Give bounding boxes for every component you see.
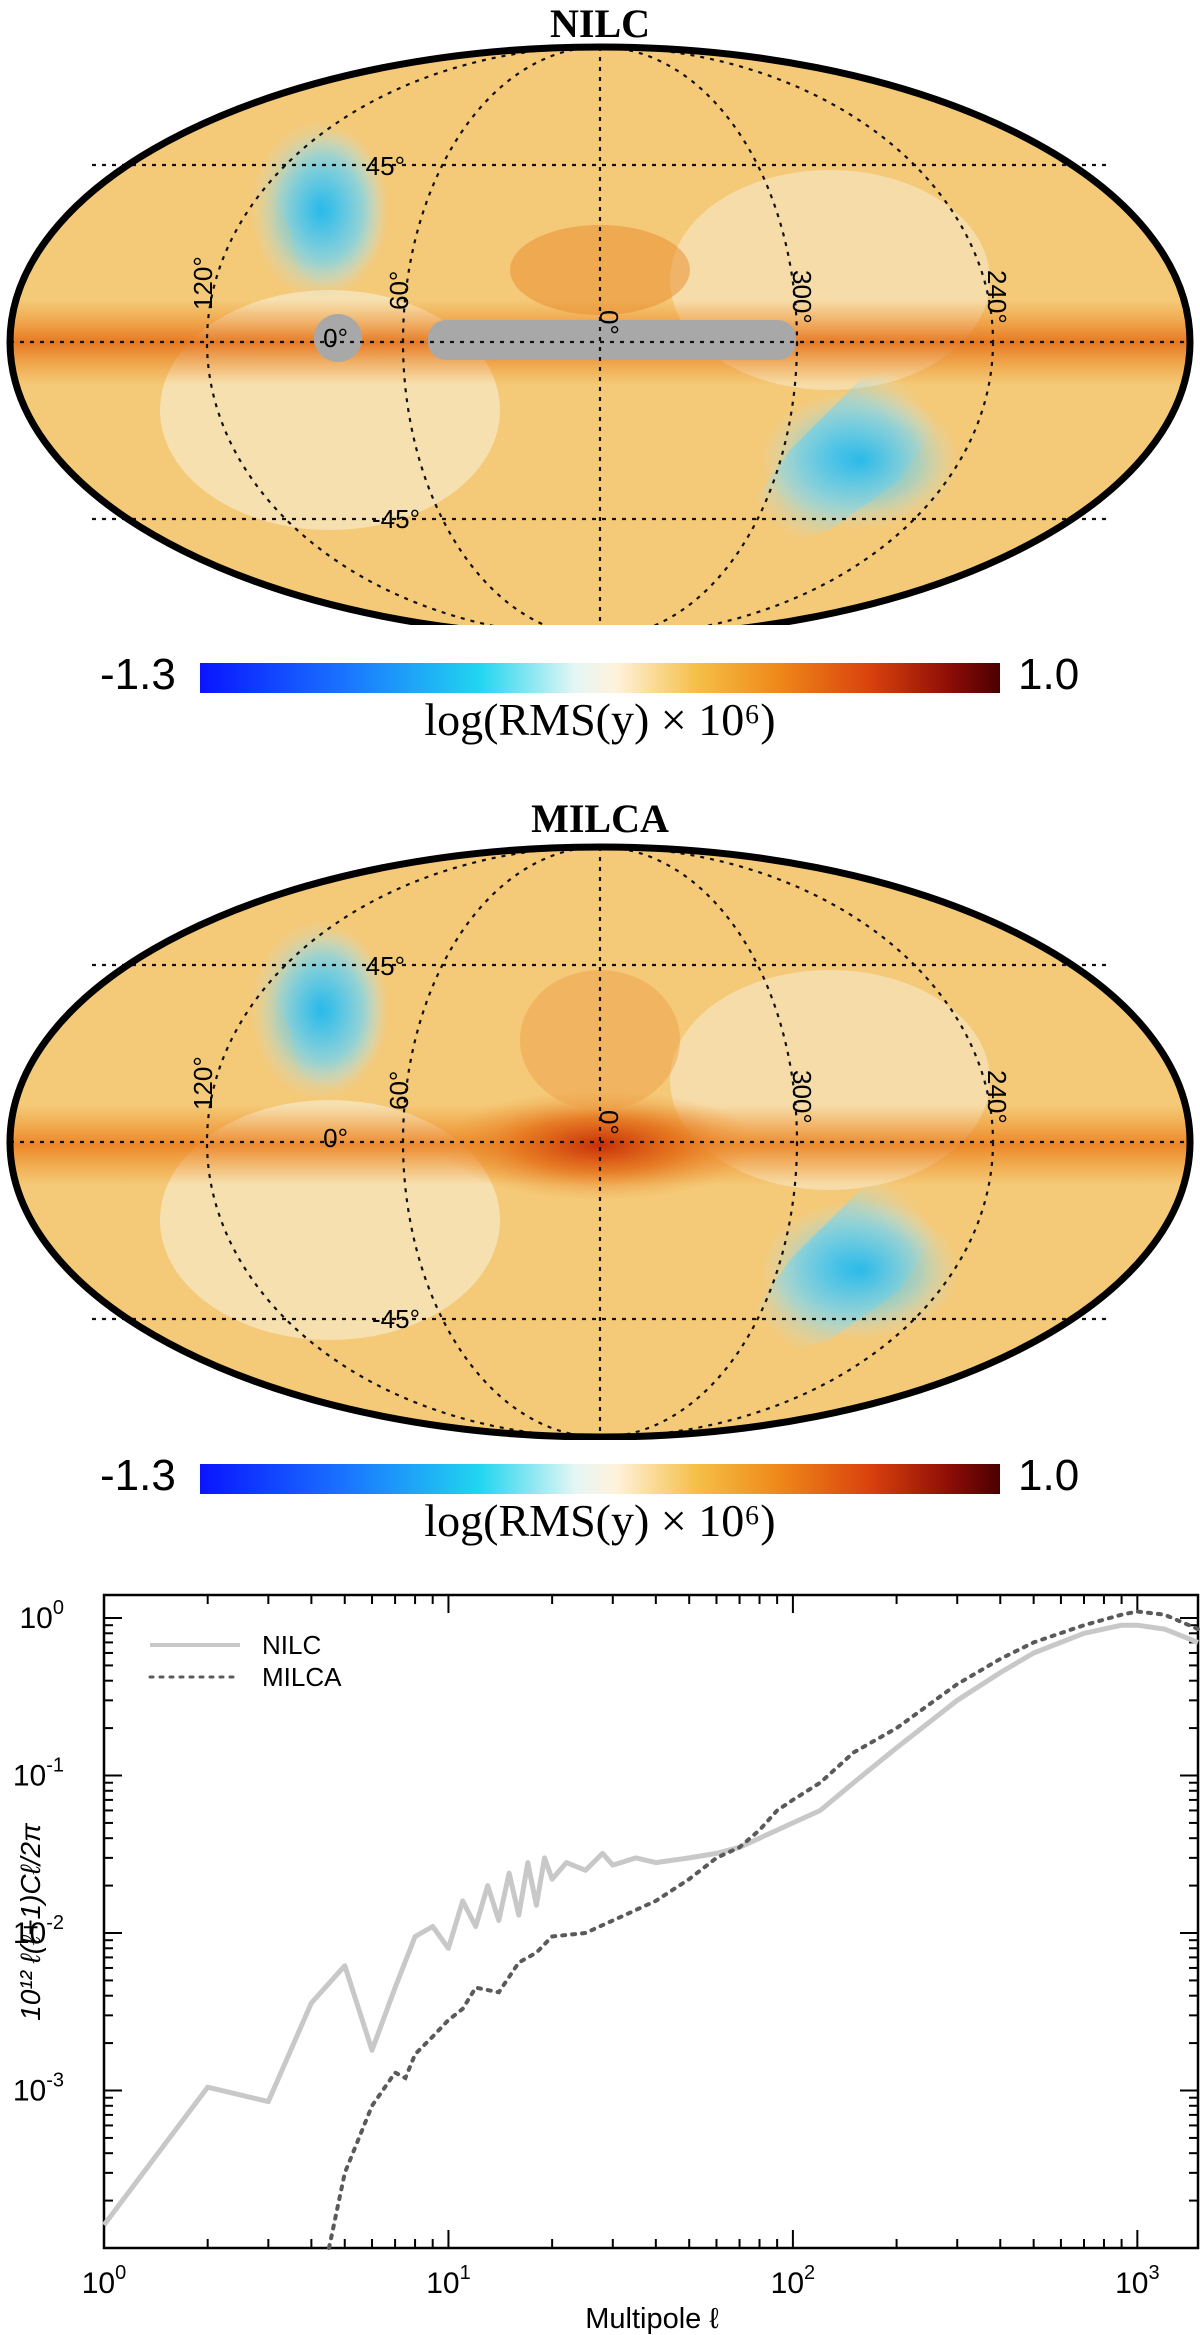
nilc-map-title: NILC [549,1,651,46]
nilc-colorbar-label: log(RMS(y) × 10⁶) [424,694,776,745]
milca-sky-map: 45° -45° 0° 120° 60° 0° 300° 240° [6,843,1194,1440]
nilc-lon-120-label: 120° [188,256,218,310]
series-nilc-line [102,1622,1199,2227]
y-tick-label: 10-1 [13,1755,64,1793]
milca-lat-north-label: 45° [366,951,405,981]
milca-lon-120-label: 120° [188,1056,218,1110]
milca-lon-300-label: 300° [787,1070,817,1124]
milca-colorbar-max: 1.0 [1018,1451,1080,1500]
nilc-lon-60-label: 60° [384,271,414,310]
series-milca-line [327,1609,1200,2250]
milca-lon-240-label: 240° [982,1070,1012,1124]
milca-lon-60-label: 60° [384,1071,414,1110]
milca-lon-0-label: 0° [594,1110,624,1135]
x-tick-label: 101 [426,2262,471,2300]
nilc-lon-300-label: 300° [787,270,817,324]
nilc-lon-0-label: 0° [594,310,624,335]
milca-map-title: MILCA [531,796,669,841]
x-tick-label: 100 [82,2262,127,2300]
axis-ticks [103,1595,1198,2249]
legend-nilc-label: NILC [262,1630,321,1660]
nilc-colorbar [200,663,1000,693]
milca-equator-zero-label: 0° [323,1123,348,1153]
nilc-colorbar-min: -1.3 [100,650,176,699]
y-axis-label: 10¹² ℓ(ℓ+1)Cℓ/2π [15,1822,46,2021]
nilc-mask-spot [314,314,362,362]
milca-lat-south-label: -45° [372,1304,420,1334]
x-tick-label: 103 [1115,2262,1160,2300]
x-tick-label: 102 [771,2262,816,2300]
legend-milca-label: MILCA [262,1662,342,1692]
nilc-lat-north-label: 45° [366,151,405,181]
y-tick-label: 100 [20,1597,65,1635]
nilc-sky-map: 45° -45° 0° 120° 60° 0° 300° 240° [6,43,1194,625]
milca-colorbar-min: -1.3 [100,1451,176,1500]
milca-colorbar [200,1464,1000,1494]
nilc-mask-region [428,320,796,360]
nilc-lat-south-label: -45° [372,504,420,534]
y-tick-label: 10-3 [13,2070,64,2108]
nilc-colorbar-max: 1.0 [1018,650,1080,699]
nilc-equator-zero-label: 0° [323,323,348,353]
plot-frame [102,1593,1200,2250]
x-tick-labels: 100 101 102 103 [82,2262,1160,2300]
nilc-lon-240-label: 240° [982,270,1012,324]
milca-colorbar-label: log(RMS(y) × 10⁶) [424,1495,776,1546]
x-axis-label: Multipole ℓ [585,2303,719,2335]
